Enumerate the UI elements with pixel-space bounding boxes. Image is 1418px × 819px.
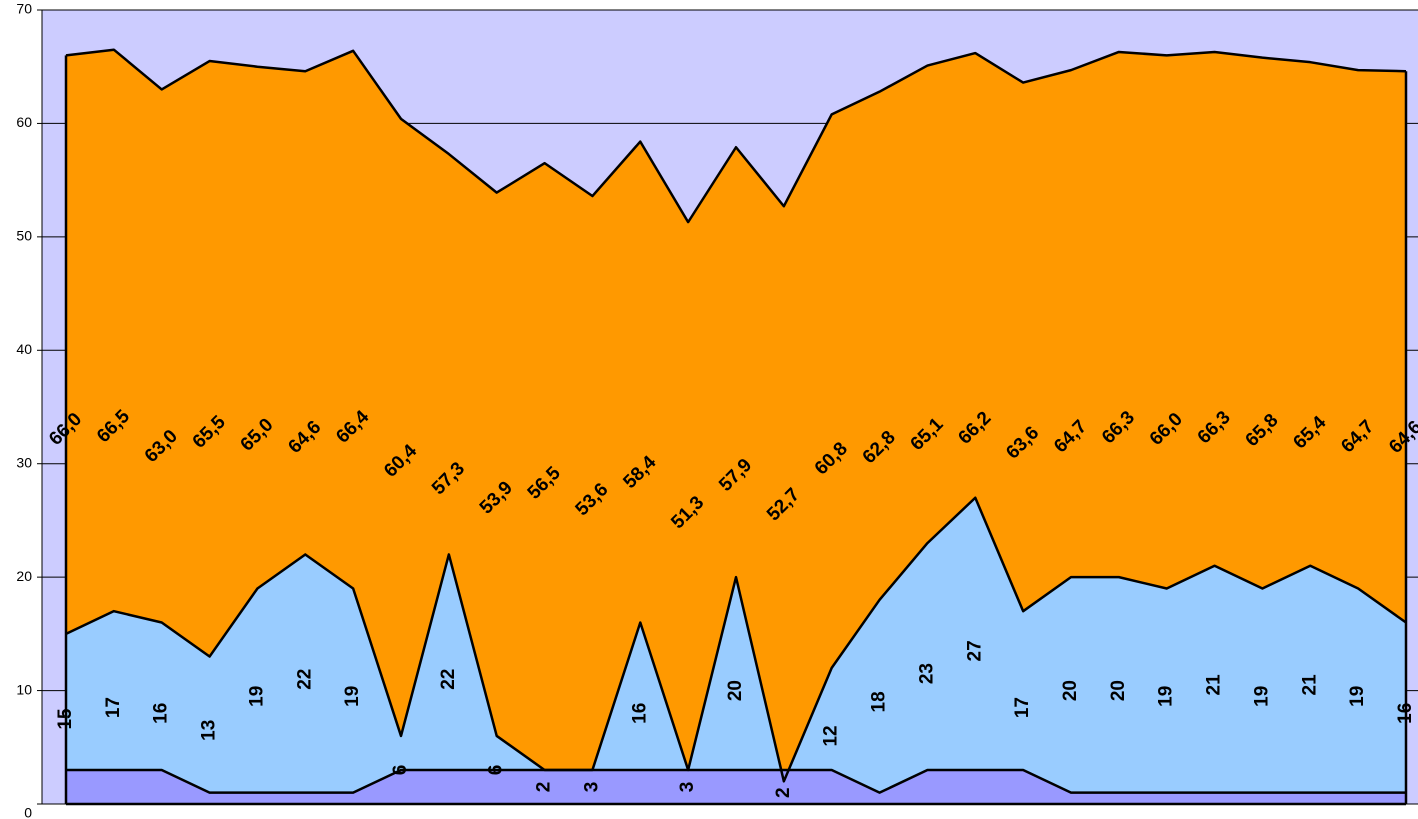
- middle-series-label: 2: [773, 787, 794, 798]
- middle-series-label: 16: [1395, 703, 1416, 724]
- middle-series-label: 19: [1347, 686, 1368, 707]
- middle-series-label: 2: [534, 782, 555, 793]
- middle-series-label: 19: [1156, 686, 1177, 707]
- y-tick-label: 0: [24, 805, 32, 819]
- middle-series-label: 20: [725, 680, 746, 701]
- middle-series-label: 16: [151, 703, 172, 724]
- middle-series-label: 15: [55, 708, 76, 730]
- middle-series-label: 22: [294, 669, 315, 690]
- middle-series-label: 6: [486, 765, 507, 776]
- middle-series-label: 22: [438, 669, 459, 690]
- y-tick-label: 40: [16, 341, 32, 357]
- top-area: [66, 49, 1406, 782]
- middle-series-label: 12: [821, 725, 842, 746]
- bottom-series-line: [66, 768, 1406, 794]
- middle-series-label: 19: [1251, 686, 1272, 707]
- middle-series-label: 21: [1299, 674, 1320, 696]
- middle-series-label: 23: [916, 663, 937, 684]
- y-axis: 0 10 20 30 40 50 60 70: [16, 1, 1418, 819]
- middle-series-label: 21: [1204, 674, 1225, 696]
- area-series: [64, 48, 1408, 806]
- top-series-line: [65, 48, 1407, 224]
- middle-series-label: 27: [964, 640, 985, 661]
- y-tick-label: 20: [16, 568, 32, 584]
- middle-series-label: 16: [629, 703, 650, 724]
- y-tick-label: 70: [16, 1, 32, 17]
- middle-series-label: 13: [199, 720, 220, 741]
- y-tick-label: 60: [16, 114, 32, 130]
- middle-area: [66, 497, 1406, 793]
- middle-series-label: 20: [1060, 680, 1081, 701]
- middle-series-label: 18: [869, 691, 890, 712]
- middle-series-label: 6: [390, 765, 411, 776]
- middle-series-label: 19: [342, 686, 363, 707]
- middle-series-label: 3: [677, 782, 698, 793]
- bottom-area: [66, 769, 1406, 804]
- middle-series-label: 17: [1012, 697, 1033, 718]
- middle-series-label: 3: [581, 782, 602, 793]
- y-tick-label: 30: [16, 454, 32, 470]
- y-tick-label: 10: [16, 681, 32, 697]
- middle-series-label: 20: [1108, 680, 1129, 701]
- y-tick-label: 50: [16, 228, 32, 244]
- middle-series-label: 17: [103, 697, 124, 718]
- middle-series-line: [65, 496, 1407, 783]
- middle-series-label: 19: [246, 686, 267, 707]
